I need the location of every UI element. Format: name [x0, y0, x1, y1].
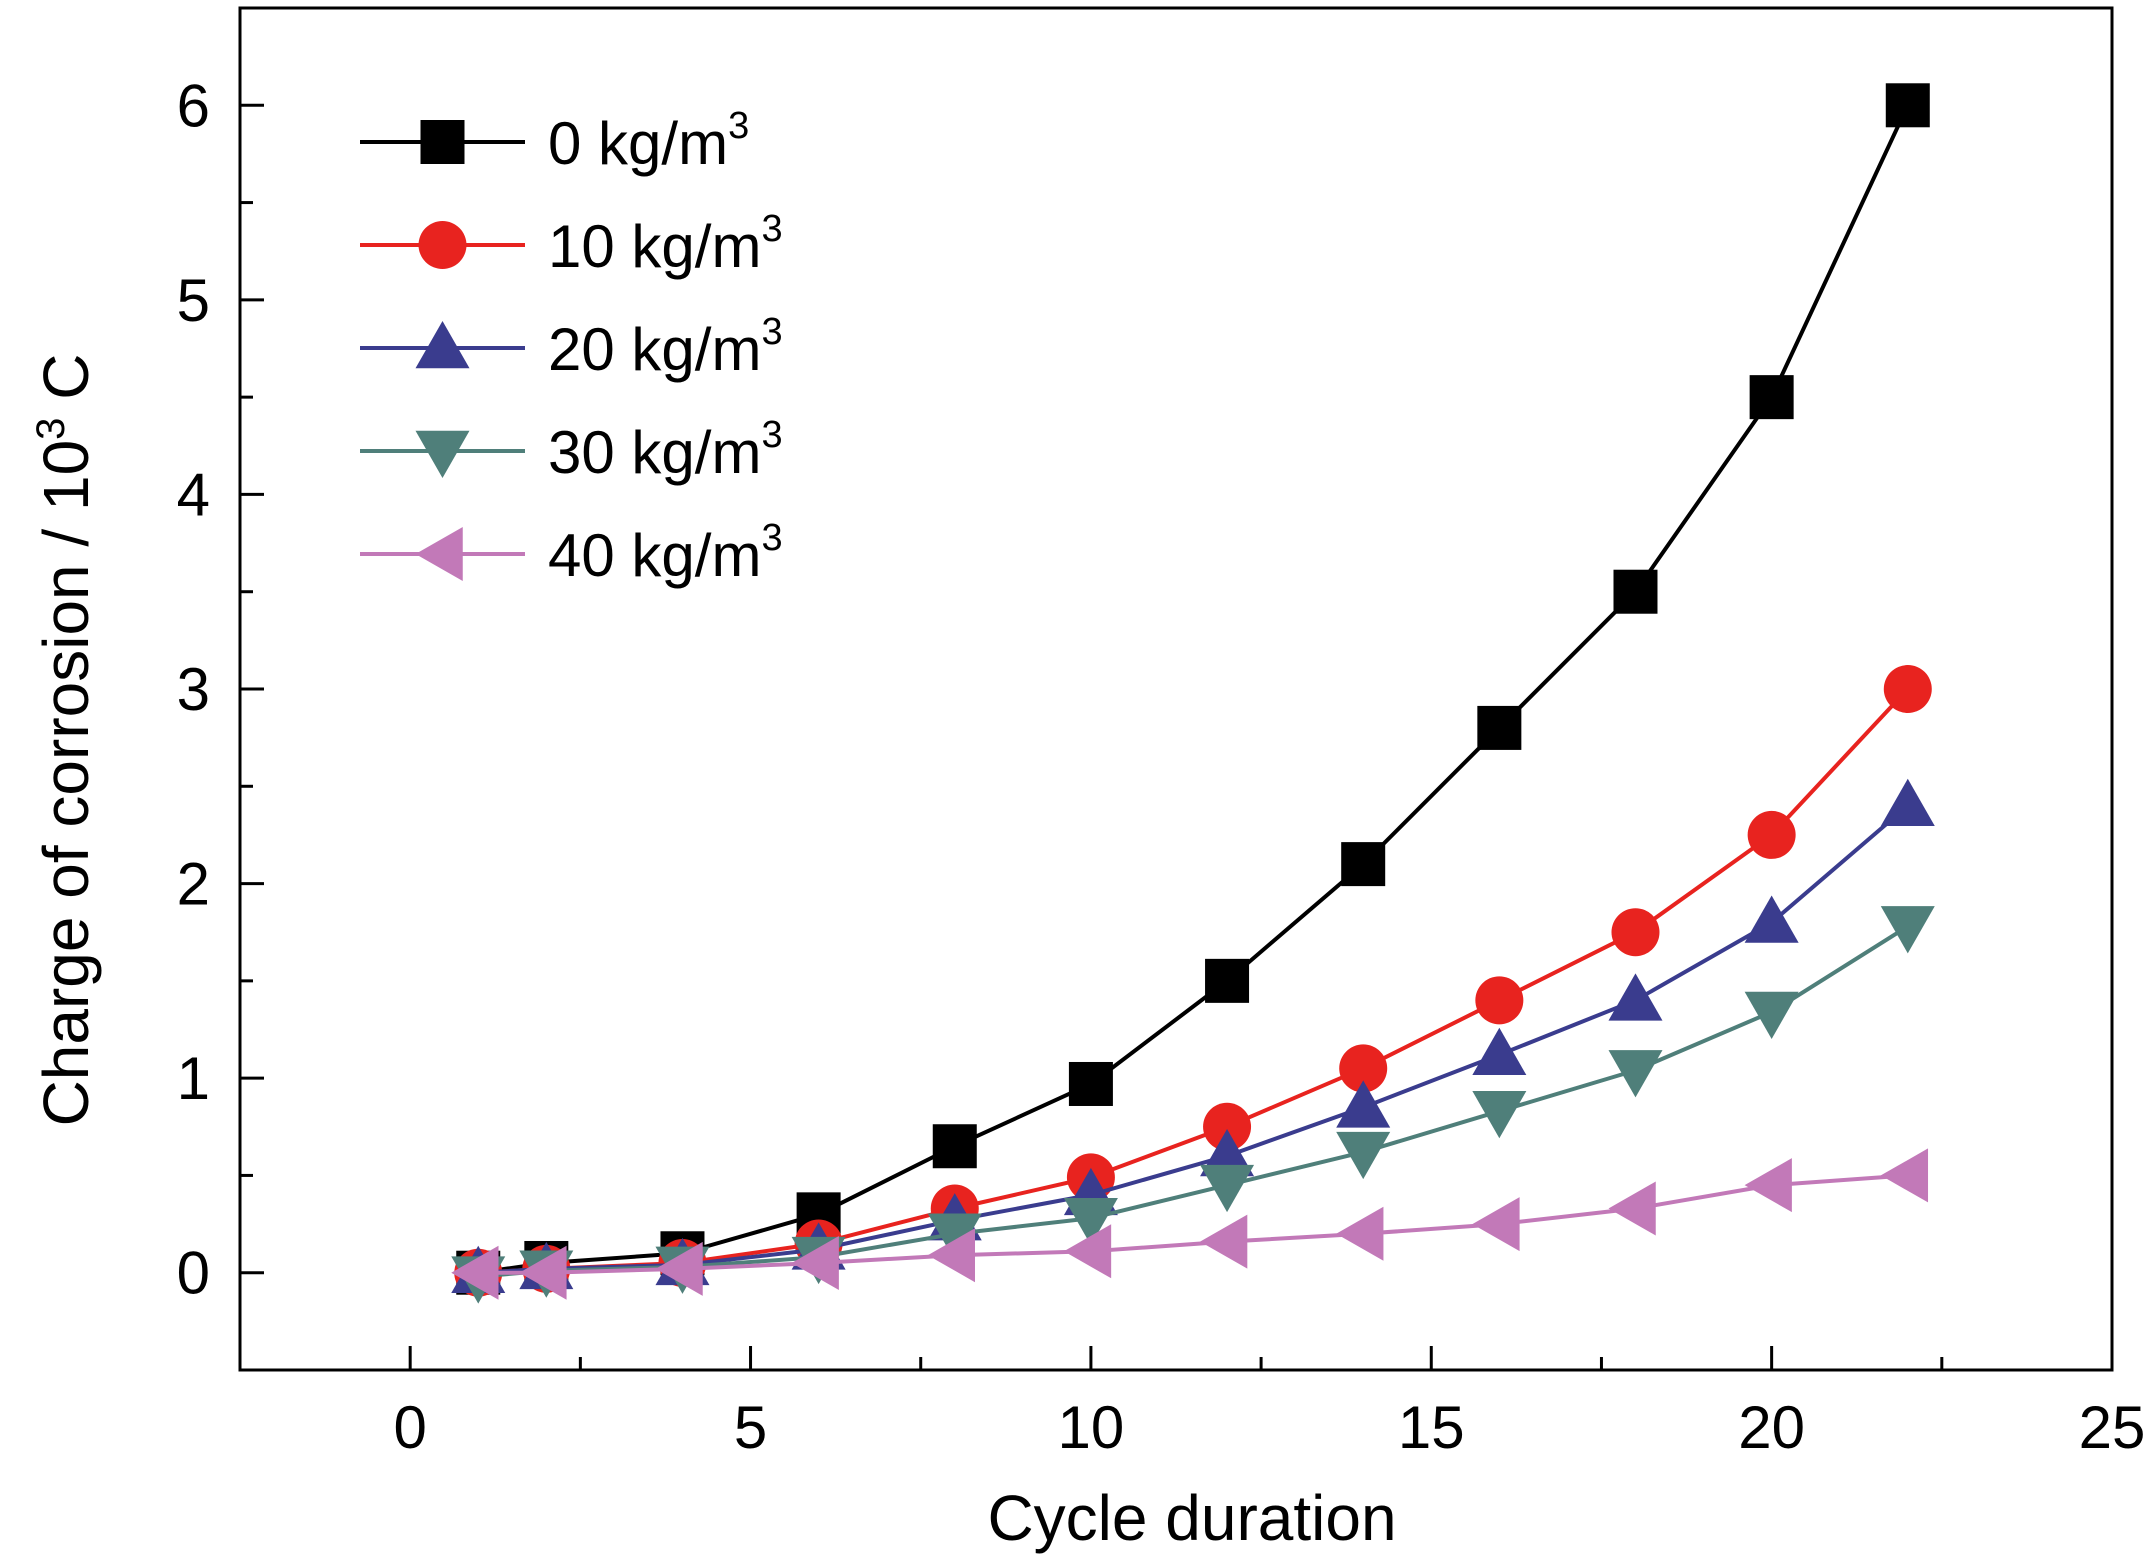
data-point	[1880, 1148, 1929, 1203]
x-tick-label: 5	[734, 1394, 767, 1461]
legend-label-superscript: 3	[761, 414, 782, 456]
data-point	[1063, 1224, 1112, 1279]
data-point	[1880, 906, 1935, 954]
data-point	[1200, 1128, 1255, 1177]
data-point	[519, 1245, 567, 1300]
data-point	[1608, 973, 1663, 1021]
y-tick-label: 5	[177, 267, 210, 334]
data-point	[655, 1241, 703, 1296]
data-point	[927, 1228, 976, 1283]
legend-label-superscript: 3	[728, 105, 749, 147]
x-tick-label: 10	[1058, 1394, 1125, 1461]
series-line	[477, 104, 1910, 1275]
series-4	[451, 1148, 1929, 1300]
legend-item-1: 10 kg/m3	[360, 208, 783, 280]
data-point	[791, 1235, 839, 1290]
legend-label: 0 kg/m3	[548, 105, 749, 177]
series-line	[478, 687, 1910, 1275]
legend-label-text: 10 kg/m	[548, 213, 761, 280]
axis-ticks: 0 5 10 15 20 25 0 1 2 3 4 5 6	[177, 72, 2146, 1461]
data-point	[1336, 1131, 1391, 1180]
series-lines	[451, 83, 1935, 1304]
y-tick-label: 3	[177, 656, 210, 723]
data-point	[1744, 895, 1799, 943]
plot-frame	[238, 6, 2114, 1372]
legend-item-2: 20 kg/m3	[360, 311, 783, 383]
data-point	[1203, 1102, 1252, 1151]
data-point	[1883, 665, 1932, 713]
legend-marker	[415, 321, 470, 369]
legend-label-text: 0 kg/m	[548, 110, 728, 177]
data-point	[1744, 1158, 1792, 1213]
x-tick-label: 0	[393, 1394, 426, 1461]
series-line	[478, 804, 1910, 1275]
legend-marker	[420, 120, 465, 164]
y-tick-label: 0	[177, 1240, 210, 1307]
data-point	[1608, 1181, 1656, 1236]
data-point	[927, 1213, 982, 1261]
data-point	[1608, 1050, 1663, 1098]
data-point	[1336, 1206, 1384, 1261]
data-point	[1613, 569, 1658, 614]
y-tick-label: 4	[177, 461, 210, 528]
legend-label: 30 kg/m3	[548, 414, 783, 486]
legend-label-text: 30 kg/m	[548, 419, 761, 486]
legend-label-text: 20 kg/m	[548, 316, 761, 383]
legend-marker	[415, 430, 470, 478]
legend-item-4: 40 kg/m3	[360, 517, 783, 589]
data-point	[1200, 1214, 1248, 1269]
plot-area	[238, 6, 2114, 1372]
y-axis-label: Charge of corrosion / 103 C	[29, 354, 102, 1127]
data-point	[1472, 1027, 1527, 1076]
legend-label-superscript: 3	[761, 208, 782, 250]
data-point	[1880, 778, 1935, 826]
x-tick-label: 15	[1398, 1394, 1465, 1461]
data-point	[1749, 375, 1794, 420]
legend-marker	[415, 527, 463, 581]
data-point	[1744, 991, 1799, 1039]
y-axis-label-unit: C	[30, 354, 102, 418]
data-point	[1063, 1197, 1118, 1246]
data-point	[1200, 1164, 1255, 1213]
data-point	[1477, 705, 1522, 750]
x-axis-label: Cycle duration	[987, 1482, 1396, 1554]
data-point	[1339, 1044, 1388, 1093]
data-point	[1068, 1061, 1113, 1106]
x-tick-label: 20	[1738, 1394, 1805, 1461]
y-tick-label: 2	[177, 851, 210, 918]
data-point	[1336, 1080, 1391, 1128]
legend-label: 20 kg/m3	[548, 311, 783, 383]
data-point	[451, 1245, 499, 1300]
legend-item-3: 30 kg/m3	[360, 414, 783, 486]
legend-label-superscript: 3	[761, 311, 782, 353]
data-point	[1885, 83, 1930, 128]
legend-label-text: 40 kg/m	[548, 522, 761, 589]
data-point	[932, 1124, 977, 1169]
legend-item-0: 0 kg/m3	[360, 105, 749, 177]
series-0	[456, 83, 1930, 1295]
legend-label-superscript: 3	[761, 517, 782, 559]
data-point	[1205, 958, 1250, 1003]
x-tick-label: 25	[2079, 1394, 2146, 1461]
series-1	[454, 665, 1932, 1297]
y-axis-label-main: Charge of corrosion / 10	[30, 440, 102, 1127]
data-point	[1747, 810, 1796, 859]
legend-label: 40 kg/m3	[548, 517, 783, 589]
data-point	[1475, 976, 1524, 1025]
y-axis-label-superscript: 3	[29, 418, 73, 440]
series-line	[478, 924, 1909, 1279]
y-tick-label: 1	[177, 1045, 210, 1112]
data-point	[1341, 842, 1386, 887]
y-tick-label: 6	[177, 72, 210, 139]
legend-marker	[418, 221, 467, 269]
legend-label: 10 kg/m3	[548, 208, 783, 280]
data-point	[1611, 908, 1660, 957]
data-point	[1472, 1090, 1527, 1139]
data-point	[1472, 1197, 1520, 1252]
